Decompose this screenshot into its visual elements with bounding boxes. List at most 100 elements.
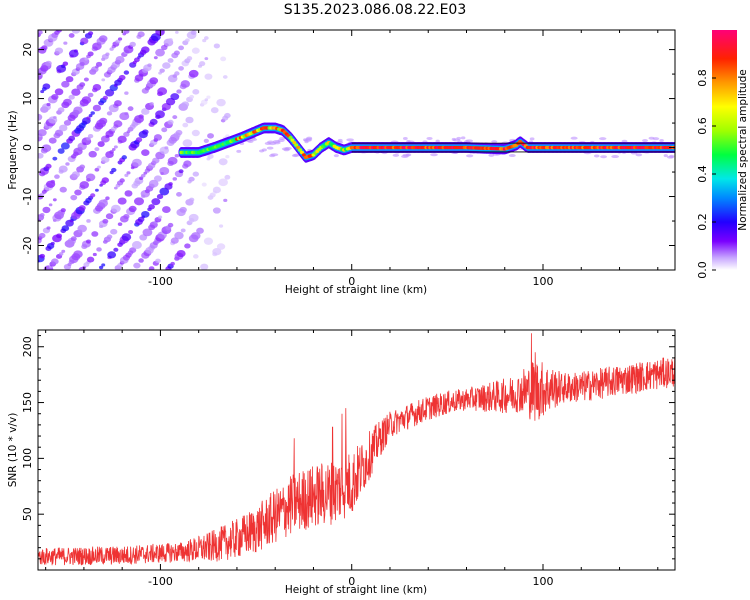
spectrogram-streak-dot bbox=[218, 224, 224, 228]
spectrogram-streak-dot bbox=[50, 179, 56, 184]
spectrogram-streak-dot bbox=[111, 147, 116, 151]
spectrogram-streak-dot bbox=[175, 30, 179, 34]
spectrogram-streak-dot bbox=[203, 237, 214, 245]
colorbar bbox=[712, 30, 737, 270]
spectrogram-streak-dot bbox=[50, 258, 59, 265]
spectrogram-streak-dot bbox=[70, 236, 77, 242]
y-tick-label: 100 bbox=[21, 448, 34, 469]
spectrogram-streak-dot bbox=[54, 174, 60, 179]
spectrogram-streak-dot bbox=[110, 228, 118, 235]
spectrogram-streak-dot bbox=[140, 173, 146, 178]
spectrogram-streak-dot bbox=[87, 92, 94, 98]
spectrogram-streak-dot bbox=[167, 156, 178, 165]
spectrogram-streak-dot bbox=[39, 253, 46, 259]
spectrogram-streak-dot bbox=[85, 173, 96, 182]
ridge-peak bbox=[299, 150, 304, 155]
spectrogram-streak-dot bbox=[212, 186, 221, 194]
spectrogram-bg-dot bbox=[266, 146, 274, 150]
spectrogram-streak-dot bbox=[101, 177, 110, 184]
spectrogram-streak-dot bbox=[207, 133, 214, 139]
spectrogram-streak-dot bbox=[179, 206, 187, 213]
spectrogram-bg-dot bbox=[402, 153, 410, 157]
spectrogram-streak-dot bbox=[202, 38, 207, 43]
spectrogram-streak-dot bbox=[138, 114, 144, 119]
spectrogram-streak-dot bbox=[57, 148, 65, 154]
spectrogram-streak-dot bbox=[73, 250, 83, 259]
spectrogram-streak-dot bbox=[161, 127, 168, 133]
spectrogram-streak-dot bbox=[105, 213, 114, 220]
spectrogram-streak-dot bbox=[141, 46, 150, 54]
spectrogram-streak-dot bbox=[124, 112, 129, 116]
spectrogram-streak-dot bbox=[212, 247, 222, 256]
spectrogram-streak-dot bbox=[173, 50, 180, 56]
spectrogram-streak-dot bbox=[152, 157, 160, 164]
spectrogram-streak-dot bbox=[224, 174, 231, 180]
y-tick-label: 200 bbox=[21, 336, 34, 357]
spectrogram-bg-dot bbox=[529, 137, 535, 141]
spectrogram-streak-dot bbox=[95, 61, 103, 67]
y-tick-label: -10 bbox=[21, 188, 34, 206]
spectrogram-streak-dot bbox=[113, 247, 119, 252]
spectrogram-streak-dot bbox=[204, 73, 213, 80]
spectrogram-streak-dot bbox=[38, 30, 43, 35]
spectrogram-streak-dot bbox=[109, 47, 114, 51]
spectrogram-streak-dot bbox=[168, 182, 173, 186]
spectrogram-streak-dot bbox=[80, 37, 89, 45]
spectrogram-streak-dot bbox=[39, 213, 45, 217]
spectrogram-streak-dot bbox=[128, 230, 134, 235]
ridge-peak bbox=[288, 136, 293, 140]
snr-plot-area bbox=[38, 333, 675, 566]
spectrogram-streak-dot bbox=[42, 83, 51, 90]
spectrogram-streak-dot bbox=[48, 203, 53, 207]
spectrogram-streak-dot bbox=[88, 31, 94, 36]
spectrogram-streak-dot bbox=[98, 35, 108, 43]
spectrogram-streak-dot bbox=[222, 75, 228, 79]
spectrogram-streak-dot bbox=[178, 169, 184, 174]
spectrogram-streak-dot bbox=[123, 214, 130, 220]
spectrogram-streak-dot bbox=[71, 30, 81, 34]
spectrogram-bg-dot bbox=[267, 140, 275, 144]
spectrogram-streak-dot bbox=[172, 177, 178, 181]
spectrogram-streak-dot bbox=[73, 106, 83, 114]
spectrogram-streak-dot bbox=[46, 226, 51, 230]
spectrogram-bg-dot bbox=[663, 154, 668, 158]
spectrogram-bg-dot bbox=[600, 155, 607, 159]
spectrogram-streak-dot bbox=[68, 33, 75, 38]
spectrogram-streak-dot bbox=[60, 142, 70, 150]
spectrogram-streak-dot bbox=[101, 263, 106, 267]
spectrogram-bg-dot bbox=[491, 140, 498, 144]
snr-series-line bbox=[38, 333, 675, 566]
spectrogram-streak-dot bbox=[176, 249, 186, 258]
spectrogram-streak-dot bbox=[123, 70, 130, 75]
spectrogram-bg-dot bbox=[236, 149, 242, 153]
spectrogram-streak-dot bbox=[68, 94, 75, 100]
spectrogram-streak-dot bbox=[92, 252, 97, 257]
spectrogram-streak-dot bbox=[113, 120, 123, 128]
spectrogram-streak-dot bbox=[103, 198, 108, 203]
spectrogram-streak-dot bbox=[57, 107, 65, 113]
spectrogram-streak-dot bbox=[51, 93, 59, 100]
spectrogram-bg-dot bbox=[346, 138, 354, 142]
spectrogram-streak-dot bbox=[121, 233, 132, 241]
spectrogram-streak-dot bbox=[52, 115, 57, 120]
spectrogram-streak-dot bbox=[149, 77, 159, 85]
spectrogram-ylabel: Frequency (Hz) bbox=[7, 110, 19, 189]
spectrogram-streak-dot bbox=[73, 49, 78, 53]
spectrogram-streak-dot bbox=[110, 204, 121, 213]
spectrogram-streak-dot bbox=[94, 147, 100, 152]
spectrogram-streak-dot bbox=[60, 208, 66, 213]
spectrogram-streak-dot bbox=[216, 243, 226, 250]
spectrogram-streak-dot bbox=[38, 113, 43, 121]
colorbar-tick-label: 0.2 bbox=[696, 213, 709, 231]
spectrogram-bg-dot bbox=[283, 148, 290, 152]
spectrogram-streak-dot bbox=[121, 155, 127, 160]
spectrogram-streak-dot bbox=[38, 152, 44, 159]
spectrogram-streak-dot bbox=[106, 234, 113, 240]
spectrogram-streak-dot bbox=[180, 228, 186, 233]
spectrogram-bg-dot bbox=[635, 153, 643, 157]
spectrogram-bg-dot bbox=[570, 136, 578, 140]
spectrogram-streak-dot bbox=[155, 110, 165, 119]
y-tick-label: 0 bbox=[21, 144, 34, 151]
spectrogram-streak-dot bbox=[54, 47, 64, 54]
